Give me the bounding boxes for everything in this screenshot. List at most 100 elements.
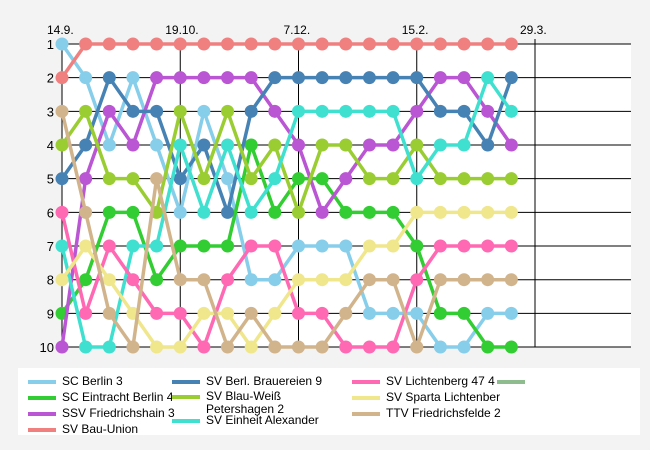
- data-point: [410, 71, 424, 85]
- legend-item: TTV Friedrichsfelde 2: [352, 407, 501, 420]
- series-2: [55, 71, 518, 354]
- data-point: [102, 239, 116, 253]
- data-point: [410, 340, 424, 354]
- legend-item: SV Lichtenberg 47 4: [352, 375, 495, 388]
- legend-label: SC Berlin 3: [62, 374, 123, 388]
- legend-swatch: [28, 412, 56, 416]
- data-point: [481, 306, 495, 320]
- data-point: [55, 205, 69, 219]
- legend-label: SV Sparta Lichtenber: [386, 390, 501, 404]
- data-point: [197, 138, 211, 152]
- data-point: [504, 172, 518, 186]
- data-point: [173, 138, 187, 152]
- data-point: [221, 205, 235, 219]
- legend-item: SV Bau-Union: [28, 423, 138, 436]
- data-point: [102, 138, 116, 152]
- data-point: [481, 37, 495, 51]
- data-point: [386, 172, 400, 186]
- legend-swatch: [172, 380, 200, 384]
- data-point: [221, 172, 235, 186]
- data-point: [433, 306, 447, 320]
- data-point: [244, 104, 258, 118]
- data-point: [221, 340, 235, 354]
- data-point: [173, 172, 187, 186]
- data-point: [315, 172, 329, 186]
- data-point: [244, 138, 258, 152]
- data-point: [102, 37, 116, 51]
- x-tick-label: 14.9.: [47, 23, 74, 37]
- data-point: [315, 104, 329, 118]
- data-point: [79, 37, 93, 51]
- data-point: [221, 71, 235, 85]
- data-point: [339, 205, 353, 219]
- data-point: [339, 340, 353, 354]
- data-point: [315, 205, 329, 219]
- data-point: [244, 239, 258, 253]
- data-point: [457, 172, 471, 186]
- data-point: [126, 239, 140, 253]
- y-tick-label: 9: [47, 306, 54, 321]
- data-point: [173, 340, 187, 354]
- series-9: [55, 104, 518, 354]
- data-point: [315, 138, 329, 152]
- data-point: [386, 273, 400, 287]
- data-point: [173, 239, 187, 253]
- data-point: [504, 138, 518, 152]
- data-point: [362, 37, 376, 51]
- x-tick-labels: 14.9. 19.10. 7.12. 15.2. 29.3.: [47, 23, 547, 37]
- series-4: [55, 71, 518, 219]
- data-point: [362, 273, 376, 287]
- data-point: [292, 273, 305, 287]
- data-point: [433, 340, 447, 354]
- data-point: [221, 273, 235, 287]
- data-point: [55, 138, 69, 152]
- data-point: [339, 172, 353, 186]
- data-point: [292, 205, 305, 219]
- data-point: [268, 273, 282, 287]
- data-point: [268, 205, 282, 219]
- data-point: [315, 71, 329, 85]
- data-point: [126, 205, 140, 219]
- data-point: [457, 239, 471, 253]
- data-point: [244, 71, 258, 85]
- x-tick-label: 7.12.: [284, 23, 311, 37]
- legend-item: SSV Friedrichshain 3: [28, 407, 175, 420]
- data-point: [386, 205, 400, 219]
- data-point: [362, 172, 376, 186]
- data-point: [197, 340, 211, 354]
- data-point: [362, 239, 376, 253]
- data-point: [79, 138, 93, 152]
- legend-swatch: [28, 380, 56, 384]
- data-point: [362, 205, 376, 219]
- series-line: [60, 138, 512, 349]
- legend-item: SV Blau-Weiß Petershagen 2: [172, 390, 332, 416]
- data-point: [292, 340, 305, 354]
- legend-label: SV Bau-Union: [62, 422, 139, 436]
- data-point: [433, 273, 447, 287]
- data-point: [244, 172, 258, 186]
- data-point: [79, 340, 93, 354]
- rank-chart: 14.9. 19.10. 7.12. 15.2. 29.3. 1 2 3 4 5 6 7 8 9 10: [40, 23, 631, 355]
- legend: SC Berlin 3 SC Eintracht Berlin 4 SSV Frie…: [18, 368, 640, 436]
- data-point: [150, 104, 164, 118]
- data-point: [292, 239, 305, 253]
- data-point: [221, 37, 235, 51]
- data-point: [197, 104, 211, 118]
- data-point: [457, 273, 471, 287]
- series-3: [55, 37, 518, 85]
- x-tick-label: 29.3.: [520, 23, 547, 37]
- data-point: [481, 273, 495, 287]
- legend-label: SV Einheit Alexander: [206, 413, 319, 427]
- y-tick-label: 5: [47, 172, 54, 187]
- data-point: [197, 205, 211, 219]
- data-point: [410, 172, 424, 186]
- data-point: [55, 239, 69, 253]
- data-point: [315, 37, 329, 51]
- data-point: [339, 104, 353, 118]
- legend-label: TTV Friedrichsfelde 2: [386, 406, 501, 420]
- y-tick-label: 1: [47, 37, 54, 52]
- data-point: [410, 138, 424, 152]
- series-6: [55, 71, 518, 354]
- data-point: [126, 37, 140, 51]
- data-point: [362, 306, 376, 320]
